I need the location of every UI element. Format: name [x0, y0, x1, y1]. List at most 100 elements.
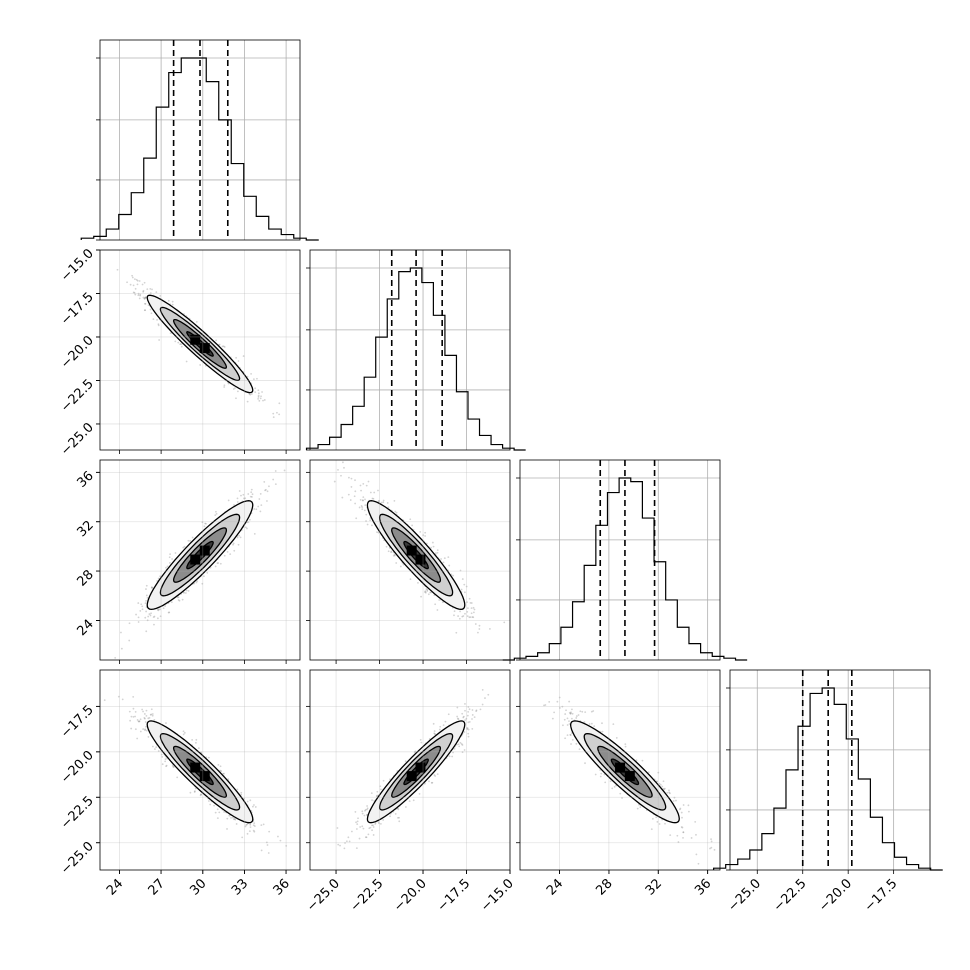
- sample-point: [236, 390, 239, 393]
- sample-point: [237, 360, 240, 362]
- sample-point: [395, 562, 398, 564]
- sample-point: [203, 575, 205, 578]
- sample-point: [260, 824, 263, 827]
- y-tick-label: 28: [75, 567, 97, 589]
- sample-point: [393, 553, 396, 556]
- sample-point: [205, 522, 207, 525]
- sample-point: [134, 287, 137, 290]
- sample-point: [373, 491, 376, 494]
- sample-point: [255, 508, 258, 511]
- sample-point: [558, 707, 561, 709]
- sample-point: [458, 617, 461, 620]
- sample-point: [479, 708, 482, 711]
- density-peak-cell: [624, 771, 635, 782]
- sample-point: [191, 536, 194, 539]
- sample-point: [609, 780, 612, 783]
- sample-point: [240, 793, 243, 796]
- sample-point: [362, 496, 365, 499]
- sample-point: [385, 545, 388, 548]
- sample-point: [470, 602, 473, 604]
- sample-point: [248, 392, 251, 395]
- sample-point: [568, 700, 571, 703]
- sample-point: [544, 704, 547, 706]
- sample-point: [167, 299, 170, 302]
- sample-point: [165, 722, 167, 724]
- panel-frame: [99, 669, 301, 871]
- sample-point: [361, 810, 364, 813]
- sample-point: [361, 499, 364, 502]
- sample-point: [279, 839, 282, 842]
- sample-point: [380, 501, 383, 504]
- sample-point: [157, 608, 160, 611]
- sample-point: [377, 821, 380, 823]
- sample-point: [362, 483, 365, 485]
- sample-point: [253, 804, 255, 806]
- sample-point: [344, 842, 346, 844]
- sample-point: [361, 508, 364, 511]
- sample-point: [467, 710, 470, 713]
- sample-point: [263, 399, 266, 401]
- sample-point: [254, 387, 257, 390]
- sample-point: [655, 816, 658, 819]
- sample-point: [575, 717, 578, 719]
- sample-point: [679, 807, 682, 810]
- sample-point: [433, 732, 436, 735]
- sample-point: [161, 763, 164, 766]
- sample-point: [266, 490, 269, 493]
- sample-point: [257, 396, 260, 398]
- sample-point: [157, 324, 160, 327]
- sample-point: [611, 787, 614, 790]
- x-tick-label: −17.5: [435, 876, 474, 915]
- sample-point: [419, 531, 422, 533]
- sample-point: [656, 820, 659, 823]
- sample-point: [161, 755, 164, 758]
- sample-point: [613, 785, 616, 788]
- sample-point: [687, 810, 690, 813]
- sample-point: [709, 847, 711, 850]
- sample-point: [468, 616, 471, 619]
- sample-point: [174, 340, 177, 343]
- sample-point: [278, 402, 281, 405]
- sample-point: [464, 612, 466, 615]
- sample-point: [217, 763, 220, 766]
- sample-point: [411, 524, 414, 527]
- y-tick-label: −15.0: [58, 246, 97, 285]
- sample-point: [466, 727, 469, 730]
- sample-point: [395, 511, 398, 514]
- sample-point: [473, 608, 476, 611]
- sample-point: [566, 717, 569, 720]
- sample-point: [136, 283, 139, 286]
- panel-frame: [309, 249, 511, 451]
- sample-point: [413, 751, 416, 754]
- sample-point: [143, 717, 146, 720]
- sample-point: [343, 847, 346, 850]
- sample-point: [137, 602, 140, 604]
- sample-point: [657, 771, 660, 774]
- sample-point: [382, 779, 385, 782]
- sample-point: [240, 494, 242, 497]
- sample-point: [131, 274, 134, 277]
- sample-point: [235, 823, 238, 825]
- sample-point: [465, 717, 468, 720]
- sample-point: [371, 497, 374, 500]
- histogram-panel-2: [305, 249, 526, 451]
- sample-point: [551, 717, 554, 720]
- x-tick-label: 36: [271, 876, 293, 898]
- sample-point: [149, 292, 152, 294]
- sample-point: [260, 395, 262, 398]
- sample-point: [636, 807, 639, 810]
- sample-point: [592, 710, 595, 712]
- sample-point: [149, 308, 152, 311]
- sample-point: [223, 811, 226, 813]
- sample-point: [348, 476, 350, 479]
- panel-frame: [99, 459, 301, 661]
- sample-point: [265, 841, 268, 844]
- sample-point: [132, 695, 135, 698]
- sample-point: [471, 616, 474, 618]
- sample-point: [426, 588, 429, 591]
- sample-point: [424, 531, 427, 534]
- sample-point: [151, 288, 153, 291]
- sample-point: [257, 394, 260, 397]
- sample-point: [447, 556, 450, 559]
- sample-point: [433, 774, 436, 776]
